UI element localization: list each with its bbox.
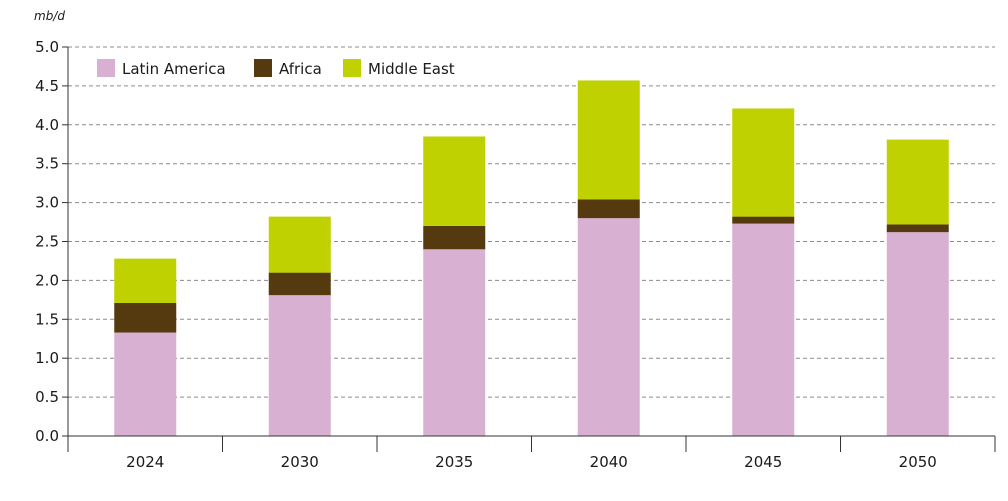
legend-label-africa: Africa xyxy=(279,60,322,78)
y-tick-label: 4.5 xyxy=(35,77,59,95)
bar-segment-latin-america xyxy=(114,332,177,436)
y-tick-label: 3.5 xyxy=(35,155,59,173)
bar-segment-latin-america xyxy=(732,223,795,436)
x-tick-label: 2045 xyxy=(744,453,782,471)
axes: 0.0 0.5 1.0 1.5 2.0 2.5 3.0 3.5 4.0 4.5 5.0 2024 203… xyxy=(35,38,996,471)
y-tick-label: 1.5 xyxy=(35,310,59,328)
bar-segment-africa xyxy=(732,216,795,224)
bar-segment-middle-east xyxy=(577,80,640,200)
y-tick-label: 4.0 xyxy=(35,116,59,134)
bar-segment-africa xyxy=(577,199,640,219)
bar-segment-middle-east xyxy=(732,108,795,217)
bars xyxy=(114,80,949,436)
legend-swatch-africa xyxy=(254,59,272,77)
bar-segment-latin-america xyxy=(577,218,640,436)
y-axis-unit-label: mb/d xyxy=(34,9,65,23)
y-tick-label: 1.0 xyxy=(35,349,59,367)
bar-segment-latin-america xyxy=(268,295,331,436)
y-tick-label: 2.5 xyxy=(35,233,59,251)
bar-segment-africa xyxy=(114,302,177,333)
bar-segment-middle-east xyxy=(423,136,486,226)
legend: Latin America Africa Middle East xyxy=(97,59,455,78)
bar-segment-africa xyxy=(886,224,949,233)
bar-segment-africa xyxy=(423,225,486,250)
bar-segment-latin-america xyxy=(886,232,949,436)
legend-label-latin-america: Latin America xyxy=(122,60,226,78)
y-tick-label: 3.0 xyxy=(35,194,59,212)
x-tick-label: 2030 xyxy=(281,453,319,471)
y-tick-label: 0.0 xyxy=(35,427,59,445)
bar-segment-latin-america xyxy=(423,249,486,436)
y-tick-label: 2.0 xyxy=(35,271,59,289)
legend-swatch-latin-america xyxy=(97,59,115,77)
bar-segment-africa xyxy=(268,272,331,296)
x-tick-label: 2024 xyxy=(126,453,164,471)
legend-label-middle-east: Middle East xyxy=(368,60,455,78)
x-tick-label: 2035 xyxy=(435,453,473,471)
y-tick-label: 0.5 xyxy=(35,388,59,406)
x-tick-label: 2050 xyxy=(899,453,937,471)
bar-segment-middle-east xyxy=(886,139,949,225)
y-tick-label: 5.0 xyxy=(35,38,59,56)
bar-segment-middle-east xyxy=(268,216,331,273)
legend-swatch-middle-east xyxy=(343,59,361,77)
bar-segment-middle-east xyxy=(114,258,177,303)
gridlines xyxy=(68,46,995,398)
x-tick-label: 2040 xyxy=(590,453,628,471)
